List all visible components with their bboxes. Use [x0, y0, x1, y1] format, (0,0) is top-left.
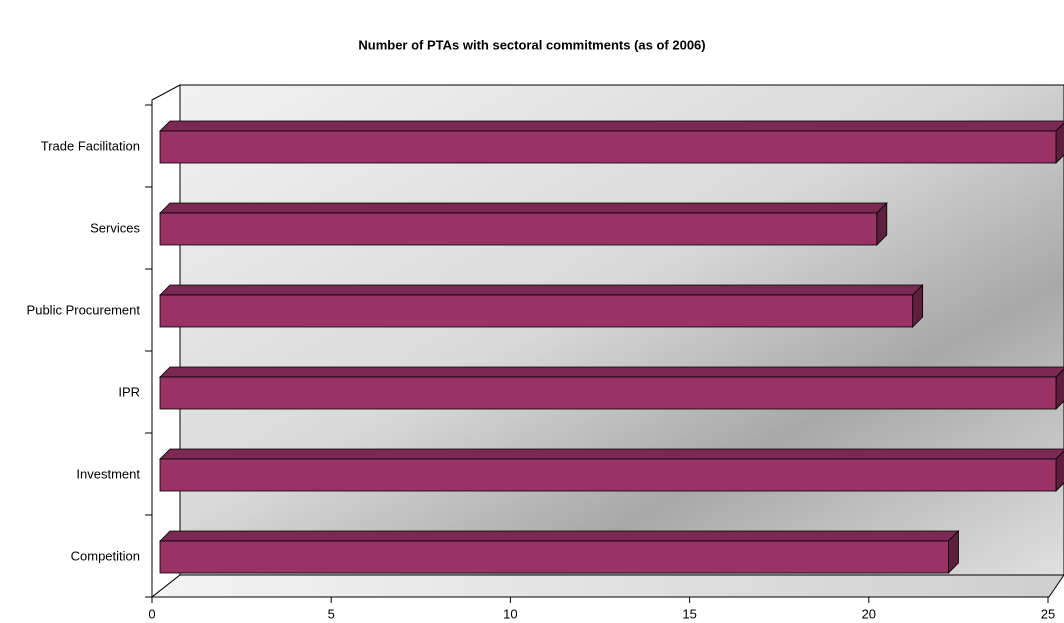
x-tick-label: 10	[503, 606, 517, 621]
bar-top	[160, 285, 923, 295]
y-tick-label: Services	[90, 220, 140, 235]
y-tick-label: Public Procurement	[27, 302, 141, 317]
bar	[160, 295, 913, 327]
bar	[160, 377, 1056, 409]
y-tick-label: Competition	[71, 548, 140, 563]
y-tick-label: IPR	[118, 384, 140, 399]
x-tick-label: 15	[682, 606, 696, 621]
x-tick-label: 25	[1041, 606, 1055, 621]
bar-top	[160, 367, 1064, 377]
bar	[160, 213, 877, 245]
x-tick-label: 0	[148, 606, 155, 621]
bar	[160, 541, 948, 573]
y-tick-label: Trade Facilitation	[41, 138, 140, 153]
bar	[160, 131, 1056, 163]
chart-title: Number of PTAs with sectoral commitments…	[358, 37, 705, 52]
bar-top	[160, 531, 958, 541]
chart: Number of PTAs with sectoral commitments…	[0, 0, 1064, 623]
bar-top	[160, 449, 1064, 459]
x-tick-label: 5	[328, 606, 335, 621]
bar-top	[160, 203, 887, 213]
y-tick-label: Investment	[76, 466, 140, 481]
bar-top	[160, 121, 1064, 131]
bar	[160, 459, 1056, 491]
floor	[152, 575, 1064, 597]
x-tick-label: 20	[862, 606, 876, 621]
